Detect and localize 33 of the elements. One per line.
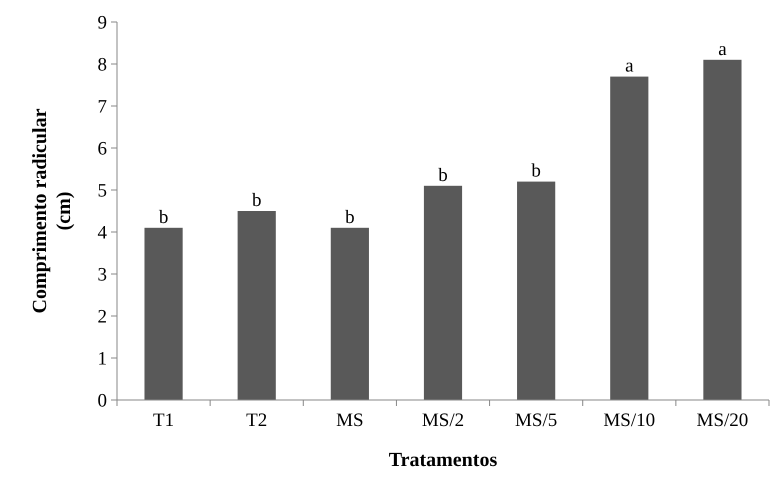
bar <box>238 211 276 400</box>
x-tick-label: MS/20 <box>696 410 748 431</box>
y-tick-label: 5 <box>98 180 107 202</box>
x-tick-label: T1 <box>153 410 174 431</box>
bar <box>144 228 183 400</box>
bar <box>610 76 648 400</box>
bar <box>703 60 742 400</box>
y-tick-label: 8 <box>98 54 107 76</box>
y-tick-label: 4 <box>98 222 108 244</box>
annotation: a <box>718 38 728 60</box>
x-tick-label: MS/10 <box>603 410 656 431</box>
bar <box>330 228 369 400</box>
bar <box>424 186 462 400</box>
y-tick-label: 0 <box>98 390 107 412</box>
x-tick-label: MS/5 <box>515 410 558 431</box>
y-tick-label: 6 <box>98 138 107 160</box>
y-tick-label: 3 <box>98 264 107 286</box>
annotation: b <box>158 206 168 228</box>
annotation: a <box>625 56 634 77</box>
x-tick-label: MS/2 <box>422 410 464 431</box>
y-tick-label: 7 <box>98 96 107 118</box>
y-tick-label: 2 <box>98 306 107 328</box>
annotation: b <box>438 164 448 186</box>
y-axis-title: Comprimento radicular (cm) <box>29 108 75 314</box>
x-tick-label: T2 <box>246 410 268 431</box>
annotation: b <box>252 190 262 211</box>
bar <box>517 182 556 400</box>
x-axis-title: Tratamentos <box>388 449 498 471</box>
annotation: b <box>531 160 541 182</box>
y-tick-label: 9 <box>98 12 107 34</box>
annotation: b <box>345 206 355 228</box>
x-tick-label: MS <box>336 410 364 431</box>
y-tick-label: 1 <box>98 348 107 370</box>
